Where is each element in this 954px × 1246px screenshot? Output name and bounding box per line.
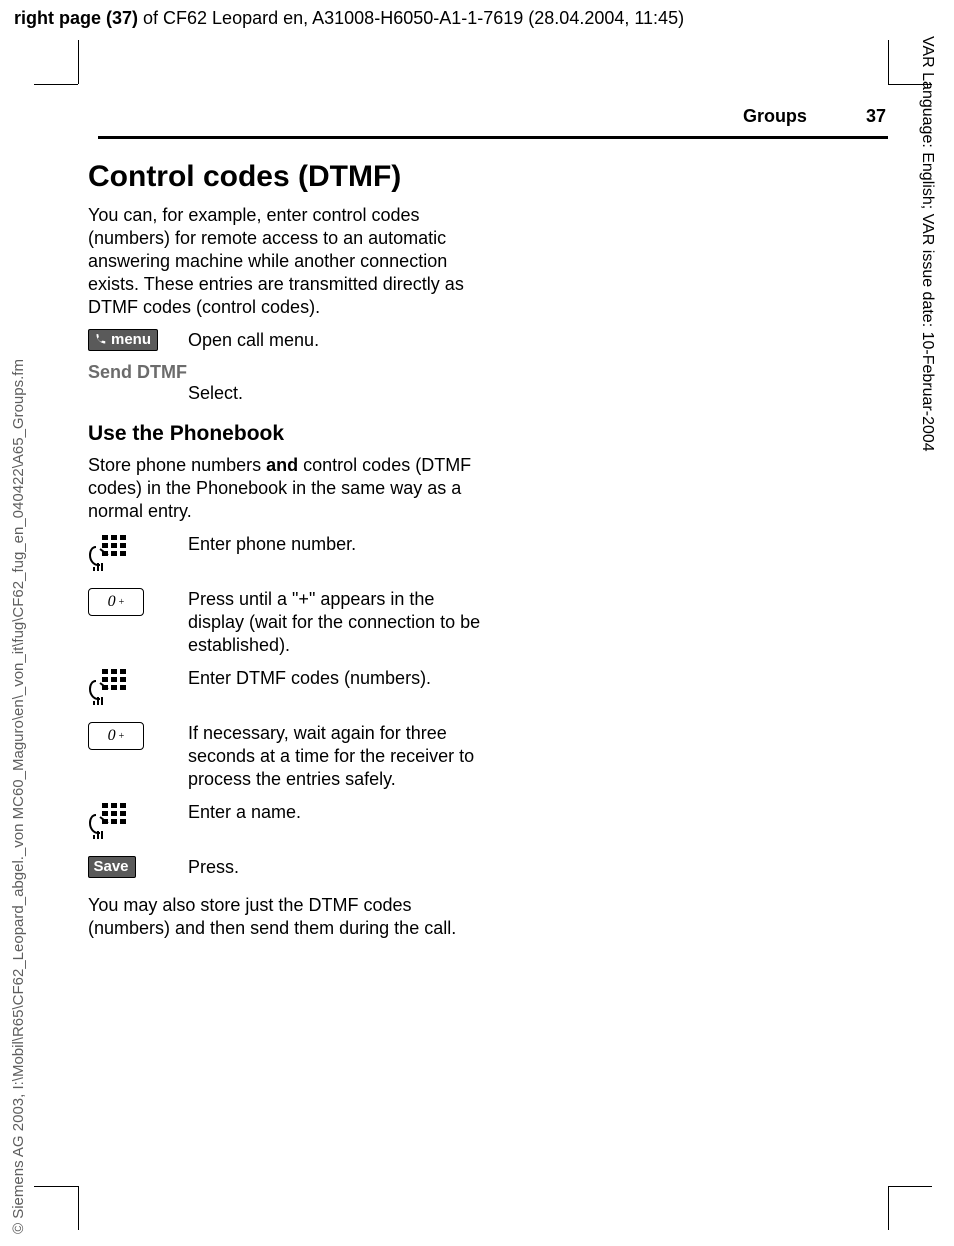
step-icon-cell: 0+	[88, 588, 166, 616]
menu-softkey-label: menu	[111, 331, 151, 348]
send-dtmf-label: Send DTMF	[88, 362, 488, 383]
left-rail: © Siemens AG 2003, I:\Mobil\R65\CF62_Leo…	[10, 0, 44, 1246]
running-head-section: Groups	[743, 106, 807, 127]
save-softkey[interactable]: Save	[88, 856, 136, 878]
keypad-icon	[88, 533, 128, 578]
save-softkey-label: Save	[93, 858, 128, 875]
phonebook-intro-b: and	[266, 455, 298, 475]
steps-list: Enter phone number. 0+ Press until a "+"…	[88, 533, 488, 879]
running-head: Groups 37	[566, 106, 886, 127]
step-row: Enter a name.	[88, 801, 488, 846]
zero-plus-key[interactable]: 0+	[88, 588, 144, 616]
step-icon-cell	[88, 667, 166, 712]
step-icon-cell: Save	[88, 856, 166, 878]
zero-key-label: 0	[108, 727, 116, 745]
proof-header: right page (37) of CF62 Leopard en, A310…	[0, 0, 954, 33]
zero-key-label: 0	[108, 593, 116, 611]
menu-softkey-cell: menu	[88, 329, 166, 351]
proof-header-rest: of CF62 Leopard en, A31008-H6050-A1-1-76…	[138, 8, 684, 28]
left-rail-text: © Siemens AG 2003, I:\Mobil\R65\CF62_Leo…	[10, 359, 27, 1234]
content-column: Control codes (DTMF) You can, for exampl…	[88, 160, 488, 950]
running-head-pagenum: 37	[866, 106, 886, 127]
step-row: Enter phone number.	[88, 533, 488, 578]
zero-plus-key[interactable]: 0+	[88, 722, 144, 750]
phonebook-intro-a: Store phone numbers	[88, 455, 266, 475]
menu-softkey[interactable]: menu	[88, 329, 158, 351]
step-row: Save Press.	[88, 856, 488, 879]
step-text: Press until a "+" appears in the display…	[188, 588, 488, 657]
page-area: Groups 37 Control codes (DTMF) You can, …	[78, 40, 890, 1230]
keypad-icon	[88, 801, 128, 846]
step-text: Enter a name.	[188, 801, 488, 824]
head-rule	[98, 136, 888, 139]
step-icon-cell	[88, 801, 166, 846]
plus-glyph: +	[119, 731, 125, 742]
menu-step-text: Open call menu.	[188, 329, 488, 352]
phone-icon	[93, 333, 107, 347]
step-text: If necessary, wait again for three secon…	[188, 722, 488, 791]
step-icon-cell: 0+	[88, 722, 166, 750]
menu-step: menu Open call menu.	[88, 329, 488, 352]
step-icon-cell	[88, 533, 166, 578]
select-text: Select.	[188, 383, 488, 404]
step-row: 0+ If necessary, wait again for three se…	[88, 722, 488, 791]
crop-mark	[888, 1186, 932, 1187]
step-text: Enter DTMF codes (numbers).	[188, 667, 488, 690]
right-rail-text: VAR Language: English; VAR issue date: 1…	[918, 36, 936, 452]
heading-2: Use the Phonebook	[88, 422, 488, 446]
outro-paragraph: You may also store just the DTMF codes (…	[88, 894, 488, 940]
heading-1: Control codes (DTMF)	[88, 160, 488, 194]
intro-paragraph: You can, for example, enter control code…	[88, 204, 488, 319]
step-text: Press.	[188, 856, 488, 879]
keypad-icon	[88, 667, 128, 712]
step-row: 0+ Press until a "+" appears in the disp…	[88, 588, 488, 657]
step-row: Enter DTMF codes (numbers).	[88, 667, 488, 712]
step-text: Enter phone number.	[188, 533, 488, 556]
plus-glyph: +	[119, 597, 125, 608]
phonebook-intro: Store phone numbers and control codes (D…	[88, 454, 488, 523]
